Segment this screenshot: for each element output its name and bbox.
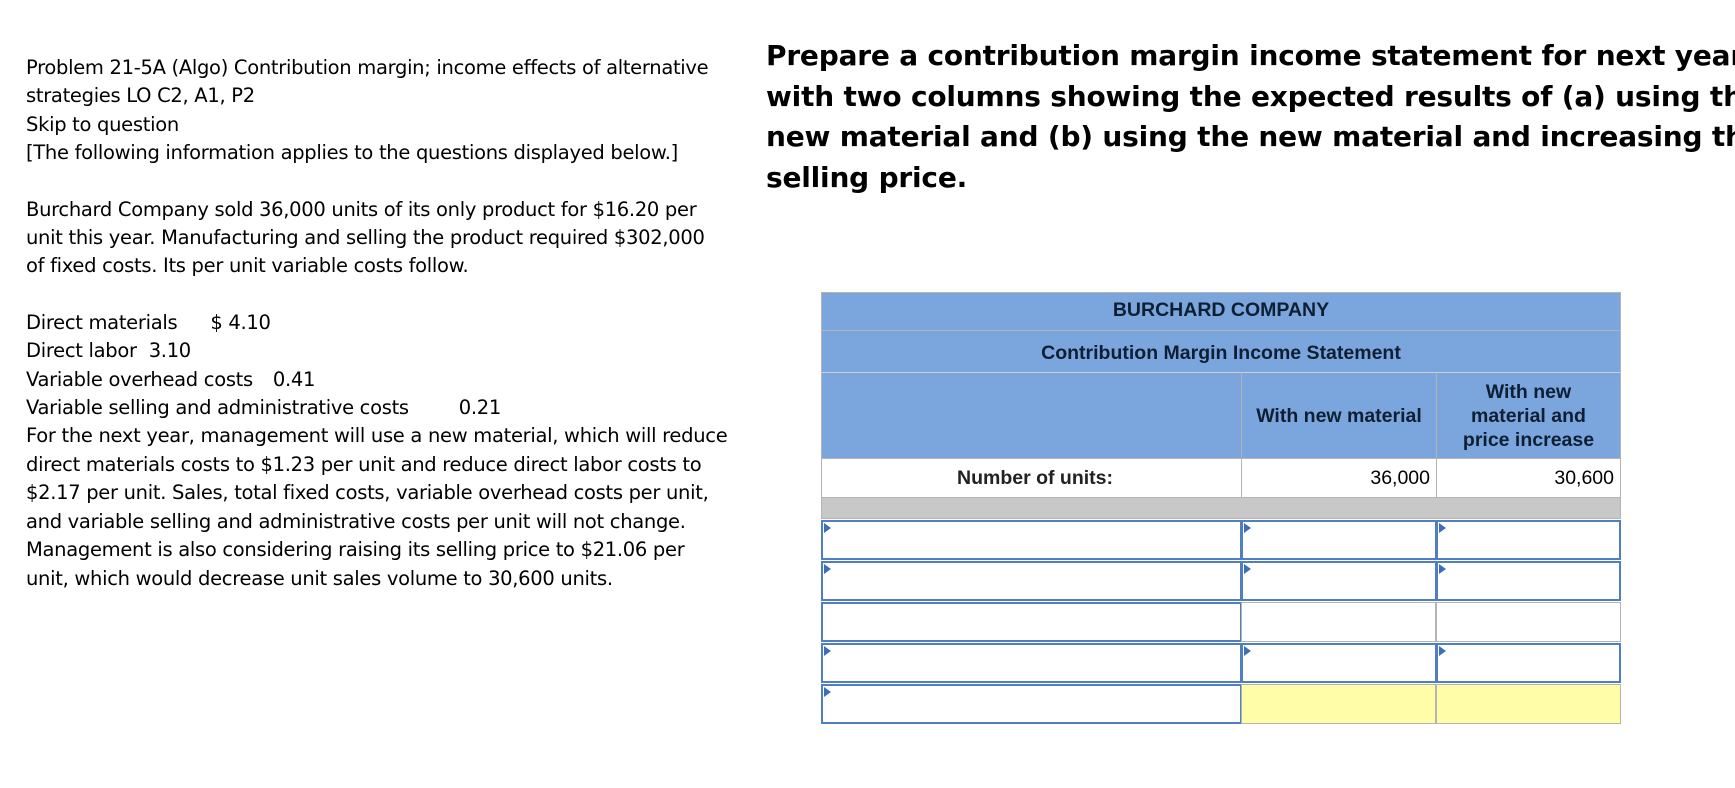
problem-title-line-2: strategies LO C2, A1, P2	[26, 84, 255, 108]
computed-total-cell	[1241, 684, 1436, 724]
column-header-row: With new material With new material and …	[821, 372, 1621, 458]
intro-line-1: Burchard Company sold 36,000 units of it…	[26, 197, 697, 221]
amount-input-new-material[interactable]	[1243, 645, 1435, 681]
followup-line-6: unit, which would decrease unit sales vo…	[26, 566, 613, 590]
label-dropdown-cell[interactable]	[821, 684, 1241, 724]
amount-cell[interactable]	[1241, 643, 1436, 683]
label-dropdown-cell[interactable]	[821, 520, 1241, 560]
header-with-new-material: With new material	[1241, 372, 1436, 458]
header-with-price-increase: With new material and price increase	[1436, 372, 1621, 458]
amount-input-price-increase[interactable]	[1438, 522, 1619, 558]
cost-value: $ 4.10	[210, 310, 271, 334]
amount-cell[interactable]	[1436, 602, 1621, 642]
followup-line-4: and variable selling and administrative …	[26, 509, 686, 533]
dropdown-arrow-icon	[1439, 564, 1446, 574]
cost-direct-materials: Direct materials $ 4.10	[26, 309, 726, 337]
section-divider	[821, 498, 1621, 519]
cost-variable-selling-admin: Variable selling and administrative cost…	[26, 394, 726, 422]
units-label: Number of units:	[821, 458, 1241, 498]
dropdown-arrow-icon	[824, 523, 831, 533]
statement-title: Contribution Margin Income Statement	[821, 330, 1621, 372]
problem-text: Problem 21-5A (Algo) Contribution margin…	[26, 54, 728, 593]
intro-line-3: of fixed costs. Its per unit variable co…	[26, 254, 469, 278]
cost-label: Direct materials	[26, 310, 178, 334]
cost-value: 0.41	[272, 367, 316, 391]
header-blank	[821, 372, 1241, 458]
amount-input-price-increase[interactable]	[1438, 563, 1619, 599]
units-row: Number of units: 36,000 30,600	[821, 458, 1621, 498]
input-row-1	[821, 520, 1621, 560]
units-new-material: 36,000	[1241, 458, 1436, 498]
input-row-2	[821, 561, 1621, 601]
problem-title-line-1: Problem 21-5A (Algo) Contribution margin…	[26, 56, 709, 79]
label-dropdown-cell[interactable]	[821, 643, 1241, 683]
cost-value: 3.10	[148, 339, 192, 363]
amount-cell[interactable]	[1241, 561, 1436, 601]
header-line: With new	[1485, 380, 1572, 403]
prompt-line-1: Prepare a contribution margin income sta…	[766, 39, 1735, 72]
skip-to-question-link[interactable]: Skip to question	[26, 112, 179, 136]
cost-value: 0.21	[458, 396, 502, 420]
amount-cell[interactable]	[1436, 561, 1621, 601]
label-input[interactable]	[823, 645, 1240, 681]
cost-direct-labor: Direct labor 3.10	[26, 337, 726, 365]
computed-total-cell	[1436, 684, 1621, 724]
input-row-4	[821, 643, 1621, 683]
input-row-5	[821, 684, 1621, 724]
amount-input-new-material[interactable]	[1242, 603, 1435, 641]
label-input[interactable]	[823, 686, 1240, 722]
question-prompt: Prepare a contribution margin income sta…	[766, 36, 1735, 198]
cost-label: Direct labor	[26, 339, 137, 363]
income-statement-table: BURCHARD COMPANY Contribution Margin Inc…	[821, 292, 1621, 724]
dropdown-arrow-icon	[824, 687, 831, 697]
dropdown-arrow-icon	[1244, 646, 1251, 656]
amount-input-new-material[interactable]	[1243, 522, 1435, 558]
dropdown-arrow-icon	[1244, 564, 1251, 574]
amount-cell[interactable]	[1436, 520, 1621, 560]
followup-line-1: For the next year, management will use a…	[26, 424, 728, 448]
intro-line-2: unit this year. Manufacturing and sellin…	[26, 226, 705, 250]
amount-input-price-increase[interactable]	[1437, 603, 1620, 641]
label-dropdown-cell[interactable]	[821, 602, 1241, 642]
cost-label: Variable overhead costs	[26, 367, 253, 391]
header-line: price increase	[1462, 428, 1595, 451]
followup-line-5: Management is also considering raising i…	[26, 538, 685, 562]
company-name: BURCHARD COMPANY	[821, 292, 1621, 330]
dropdown-arrow-icon	[1439, 523, 1446, 533]
prompt-line-4: selling price.	[766, 160, 968, 194]
dropdown-arrow-icon	[1439, 646, 1446, 656]
units-price-increase: 30,600	[1436, 458, 1621, 498]
label-input[interactable]	[823, 563, 1240, 599]
amount-cell[interactable]	[1241, 602, 1436, 642]
amount-cell[interactable]	[1241, 520, 1436, 560]
dropdown-arrow-icon	[824, 646, 831, 656]
label-input[interactable]	[823, 604, 1240, 640]
input-row-3	[821, 602, 1621, 642]
prompt-line-2: with two columns showing the expected re…	[766, 79, 1735, 113]
cost-label: Variable selling and administrative cost…	[26, 396, 409, 420]
amount-cell[interactable]	[1436, 643, 1621, 683]
cost-variable-overhead: Variable overhead costs 0.41	[26, 366, 726, 394]
followup-line-3: $2.17 per unit. Sales, total fixed costs…	[26, 481, 709, 505]
prompt-line-3: new material and (b) using the new mater…	[766, 120, 1735, 153]
amount-input-new-material[interactable]	[1243, 563, 1435, 599]
followup-line-2: direct materials costs to $1.23 per unit…	[26, 452, 702, 476]
label-input[interactable]	[823, 522, 1240, 558]
dropdown-arrow-icon	[1244, 523, 1251, 533]
info-note: [The following information applies to th…	[26, 141, 678, 165]
header-line: material and	[1471, 404, 1586, 427]
label-dropdown-cell[interactable]	[821, 561, 1241, 601]
dropdown-arrow-icon	[824, 564, 831, 574]
amount-input-price-increase[interactable]	[1438, 645, 1619, 681]
